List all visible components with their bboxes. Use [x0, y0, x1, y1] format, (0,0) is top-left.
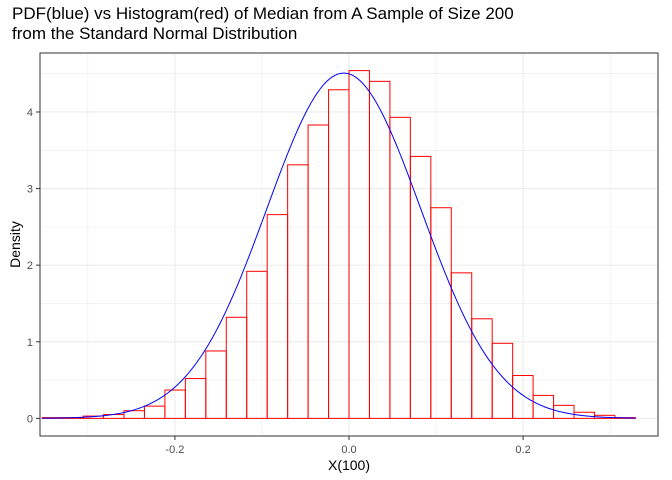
- x-tick-label: -0.2: [165, 444, 184, 456]
- histogram-bar: [389, 116, 411, 419]
- histogram-bar: [553, 404, 575, 419]
- histogram-bar: [368, 80, 391, 419]
- pdf-curve: [42, 72, 636, 419]
- histogram-bar: [225, 316, 248, 419]
- y-tick-label: 4: [27, 107, 33, 119]
- y-axis-title: Density: [7, 221, 23, 268]
- histogram-bar: [246, 270, 268, 419]
- x-axis-title: X(100): [328, 457, 370, 473]
- histogram-bar: [348, 70, 370, 419]
- histogram-bars: [41, 70, 636, 419]
- y-axis-ticks: 0 1 2 3 4: [27, 107, 40, 425]
- histogram-bar: [307, 124, 330, 419]
- chart-title-line-1: PDF(blue) vs Histogram(red) of Median fr…: [12, 4, 514, 23]
- x-tick-label: 0.2: [515, 444, 530, 456]
- histogram-bar: [143, 405, 166, 419]
- histogram-bar: [328, 89, 350, 419]
- histogram-bar: [409, 155, 432, 419]
- histogram-bar: [471, 318, 493, 419]
- y-tick-label: 3: [27, 184, 33, 196]
- y-tick-label: 1: [27, 337, 33, 349]
- histogram-bar: [205, 350, 227, 419]
- chart-title: PDF(blue) vs Histogram(red) of Median fr…: [12, 4, 514, 44]
- y-tick-label: 0: [27, 413, 33, 425]
- histogram-bar: [266, 214, 289, 419]
- x-tick-label: 0.0: [341, 444, 356, 456]
- chart-title-line-2: from the Standard Normal Distribution: [12, 24, 298, 43]
- histogram-bar: [184, 378, 207, 419]
- histogram-bar: [430, 207, 452, 419]
- y-tick-label: 2: [27, 260, 33, 272]
- histogram-bar: [532, 394, 555, 419]
- histogram-bar: [491, 342, 514, 419]
- x-axis-ticks: -0.2 0.0 0.2: [165, 436, 531, 456]
